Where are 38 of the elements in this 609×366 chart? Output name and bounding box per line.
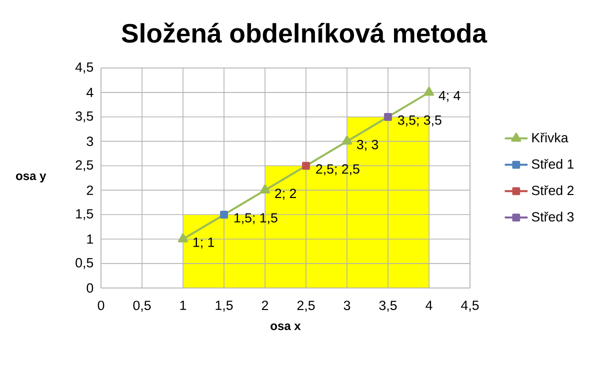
x-tick-label: 0	[98, 300, 104, 310]
y-tick-label: 2	[86, 186, 93, 195]
point	[342, 136, 352, 145]
point	[384, 112, 392, 121]
x-tick-label: 4	[426, 300, 432, 310]
y-tick-label: 0,5	[76, 258, 94, 270]
point	[424, 86, 434, 96]
x-tick-label: 1	[180, 300, 186, 310]
x-tick-label: 2,5	[297, 300, 315, 312]
y-tick-label: 4,5	[75, 62, 94, 74]
x-tick-label: 1,5	[216, 300, 233, 312]
data-label: 2; 2	[275, 188, 296, 200]
y-tick-label: 4	[86, 88, 94, 98]
legend-label: Střed 1	[532, 158, 574, 169]
data-label: 3; 3	[356, 140, 378, 151]
point	[260, 184, 270, 194]
point	[302, 162, 310, 170]
x-tick-label: 3	[344, 300, 350, 310]
legend-label: Střed 3	[532, 212, 574, 222]
x-tick-label: 3,5	[379, 300, 397, 312]
point	[178, 233, 188, 242]
y-tick-label: 2,5	[76, 160, 94, 172]
legend-label: Střed 2	[532, 185, 574, 196]
chart-title: Složená obdelníková metoda	[122, 22, 488, 43]
data-label: 4; 4	[438, 90, 460, 102]
point	[220, 210, 228, 219]
y-tick-label: 0	[86, 283, 94, 293]
x-tick-label: 2	[262, 300, 268, 310]
x-axis-title: osa x	[270, 324, 301, 330]
legend-label: Křivka	[532, 132, 568, 142]
data-label: 1; 1	[193, 238, 214, 249]
x-tick-label: 0,5	[133, 300, 151, 312]
y-axis-title: osa y	[16, 174, 46, 182]
y-tick-label: 1	[87, 234, 93, 244]
y-tick-label: 1,5	[76, 209, 94, 220]
y-tick-label: 3	[86, 136, 94, 146]
x-tick-label: 4,5	[461, 300, 479, 312]
y-tick-label: 3,5	[76, 111, 94, 122]
